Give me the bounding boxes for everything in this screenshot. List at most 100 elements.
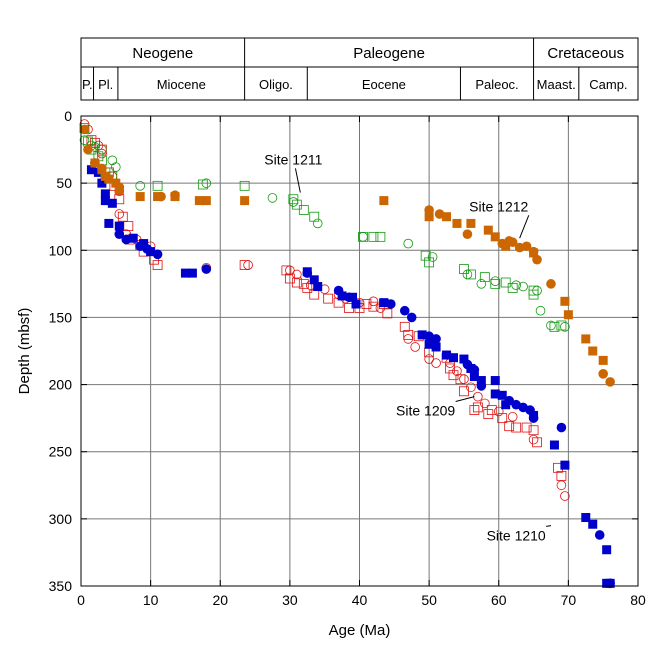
x-tick-label: 40 — [352, 592, 368, 608]
data-point — [473, 391, 483, 402]
data-point — [121, 234, 132, 245]
epoch-label: Paleoc. — [475, 77, 518, 92]
data-point — [581, 513, 591, 523]
data-point — [361, 299, 372, 309]
data-point — [291, 277, 302, 288]
annotation-leader — [455, 396, 475, 402]
geologic-timescale: Neogene Paleogene Cretaceous P. Pl. Miocene Ol… — [80, 37, 639, 101]
data-point — [424, 339, 434, 349]
data-point — [351, 299, 361, 309]
data-point — [83, 144, 93, 155]
data-point — [532, 285, 542, 296]
data-point — [97, 148, 107, 159]
x-tick-label: 30 — [282, 592, 298, 608]
data-point — [382, 308, 393, 319]
data-point — [462, 269, 473, 280]
data-point — [528, 434, 539, 445]
data-point — [507, 237, 518, 248]
y-tick-label: 0 — [64, 108, 72, 124]
data-point — [459, 354, 469, 364]
data-point — [469, 405, 480, 415]
data-point — [117, 211, 128, 222]
data-point — [302, 268, 313, 278]
data-point — [532, 254, 542, 265]
data-point — [581, 334, 591, 344]
data-point — [493, 406, 504, 417]
data-point — [455, 374, 466, 385]
data-point — [358, 232, 368, 242]
data-point — [497, 390, 507, 400]
data-point — [201, 196, 211, 206]
data-point — [507, 282, 518, 293]
data-point — [243, 260, 253, 270]
data-point — [403, 334, 414, 344]
data-point — [291, 199, 302, 210]
data-point — [431, 358, 441, 368]
data-point — [152, 260, 163, 270]
data-point — [104, 218, 114, 228]
data-point — [462, 359, 473, 370]
data-point — [483, 225, 493, 235]
data-point — [497, 413, 508, 424]
data-point — [114, 182, 125, 192]
epoch-label: Pl. — [98, 77, 113, 92]
y-tick-label: 50 — [56, 175, 72, 191]
data-point — [410, 342, 421, 352]
data-point — [399, 305, 410, 316]
data-point — [90, 137, 100, 148]
annotation-leader — [294, 168, 301, 193]
data-point — [452, 218, 462, 228]
x-tick-label: 20 — [212, 592, 228, 608]
series-site-1210-filled-square — [86, 165, 615, 588]
annotation-leader — [519, 215, 530, 239]
series-site-1211-open-square — [79, 123, 567, 332]
data-point — [459, 264, 469, 274]
data-point — [379, 196, 389, 206]
data-point — [375, 231, 386, 242]
data-point — [500, 277, 511, 288]
series-site-1212-filled-circle — [79, 124, 615, 387]
data-point — [490, 232, 500, 242]
data-point — [424, 212, 434, 222]
y-tick-label: 100 — [49, 242, 73, 258]
annotation-label: Site 1212 — [469, 198, 528, 214]
data-point — [588, 519, 598, 529]
data-point — [486, 405, 497, 415]
data-point — [114, 209, 125, 219]
data-point — [469, 365, 480, 375]
epoch-label: Eocene — [362, 77, 406, 92]
data-point — [518, 281, 528, 292]
annotation-label: Site 1210 — [487, 527, 546, 543]
data-point — [431, 334, 441, 344]
x-tick-label: 60 — [491, 592, 507, 608]
data-point — [594, 530, 605, 540]
data-point — [511, 422, 522, 433]
site-annotations: Site 1211 Site 1212 Site 1209 Site 1210 — [264, 151, 552, 543]
data-point — [521, 422, 532, 433]
data-point — [556, 480, 567, 491]
data-point — [156, 191, 166, 202]
data-point — [528, 425, 539, 436]
data-point — [598, 355, 608, 365]
data-point — [170, 190, 180, 201]
data-point — [511, 280, 521, 291]
data-point — [288, 197, 299, 207]
y-tick-label: 350 — [49, 578, 73, 594]
data-point — [490, 376, 500, 386]
data-point — [111, 178, 121, 188]
data-point — [521, 241, 532, 252]
data-point — [546, 279, 556, 289]
data-point — [507, 411, 518, 422]
data-point — [86, 165, 96, 175]
data-point — [298, 278, 309, 289]
data-point — [490, 389, 500, 399]
data-point — [525, 405, 535, 415]
data-point — [588, 346, 598, 356]
data-point — [434, 209, 445, 219]
data-point — [399, 321, 410, 332]
data-point — [424, 257, 435, 268]
data-point — [598, 369, 608, 379]
data-point — [431, 342, 441, 352]
data-point — [420, 250, 431, 261]
